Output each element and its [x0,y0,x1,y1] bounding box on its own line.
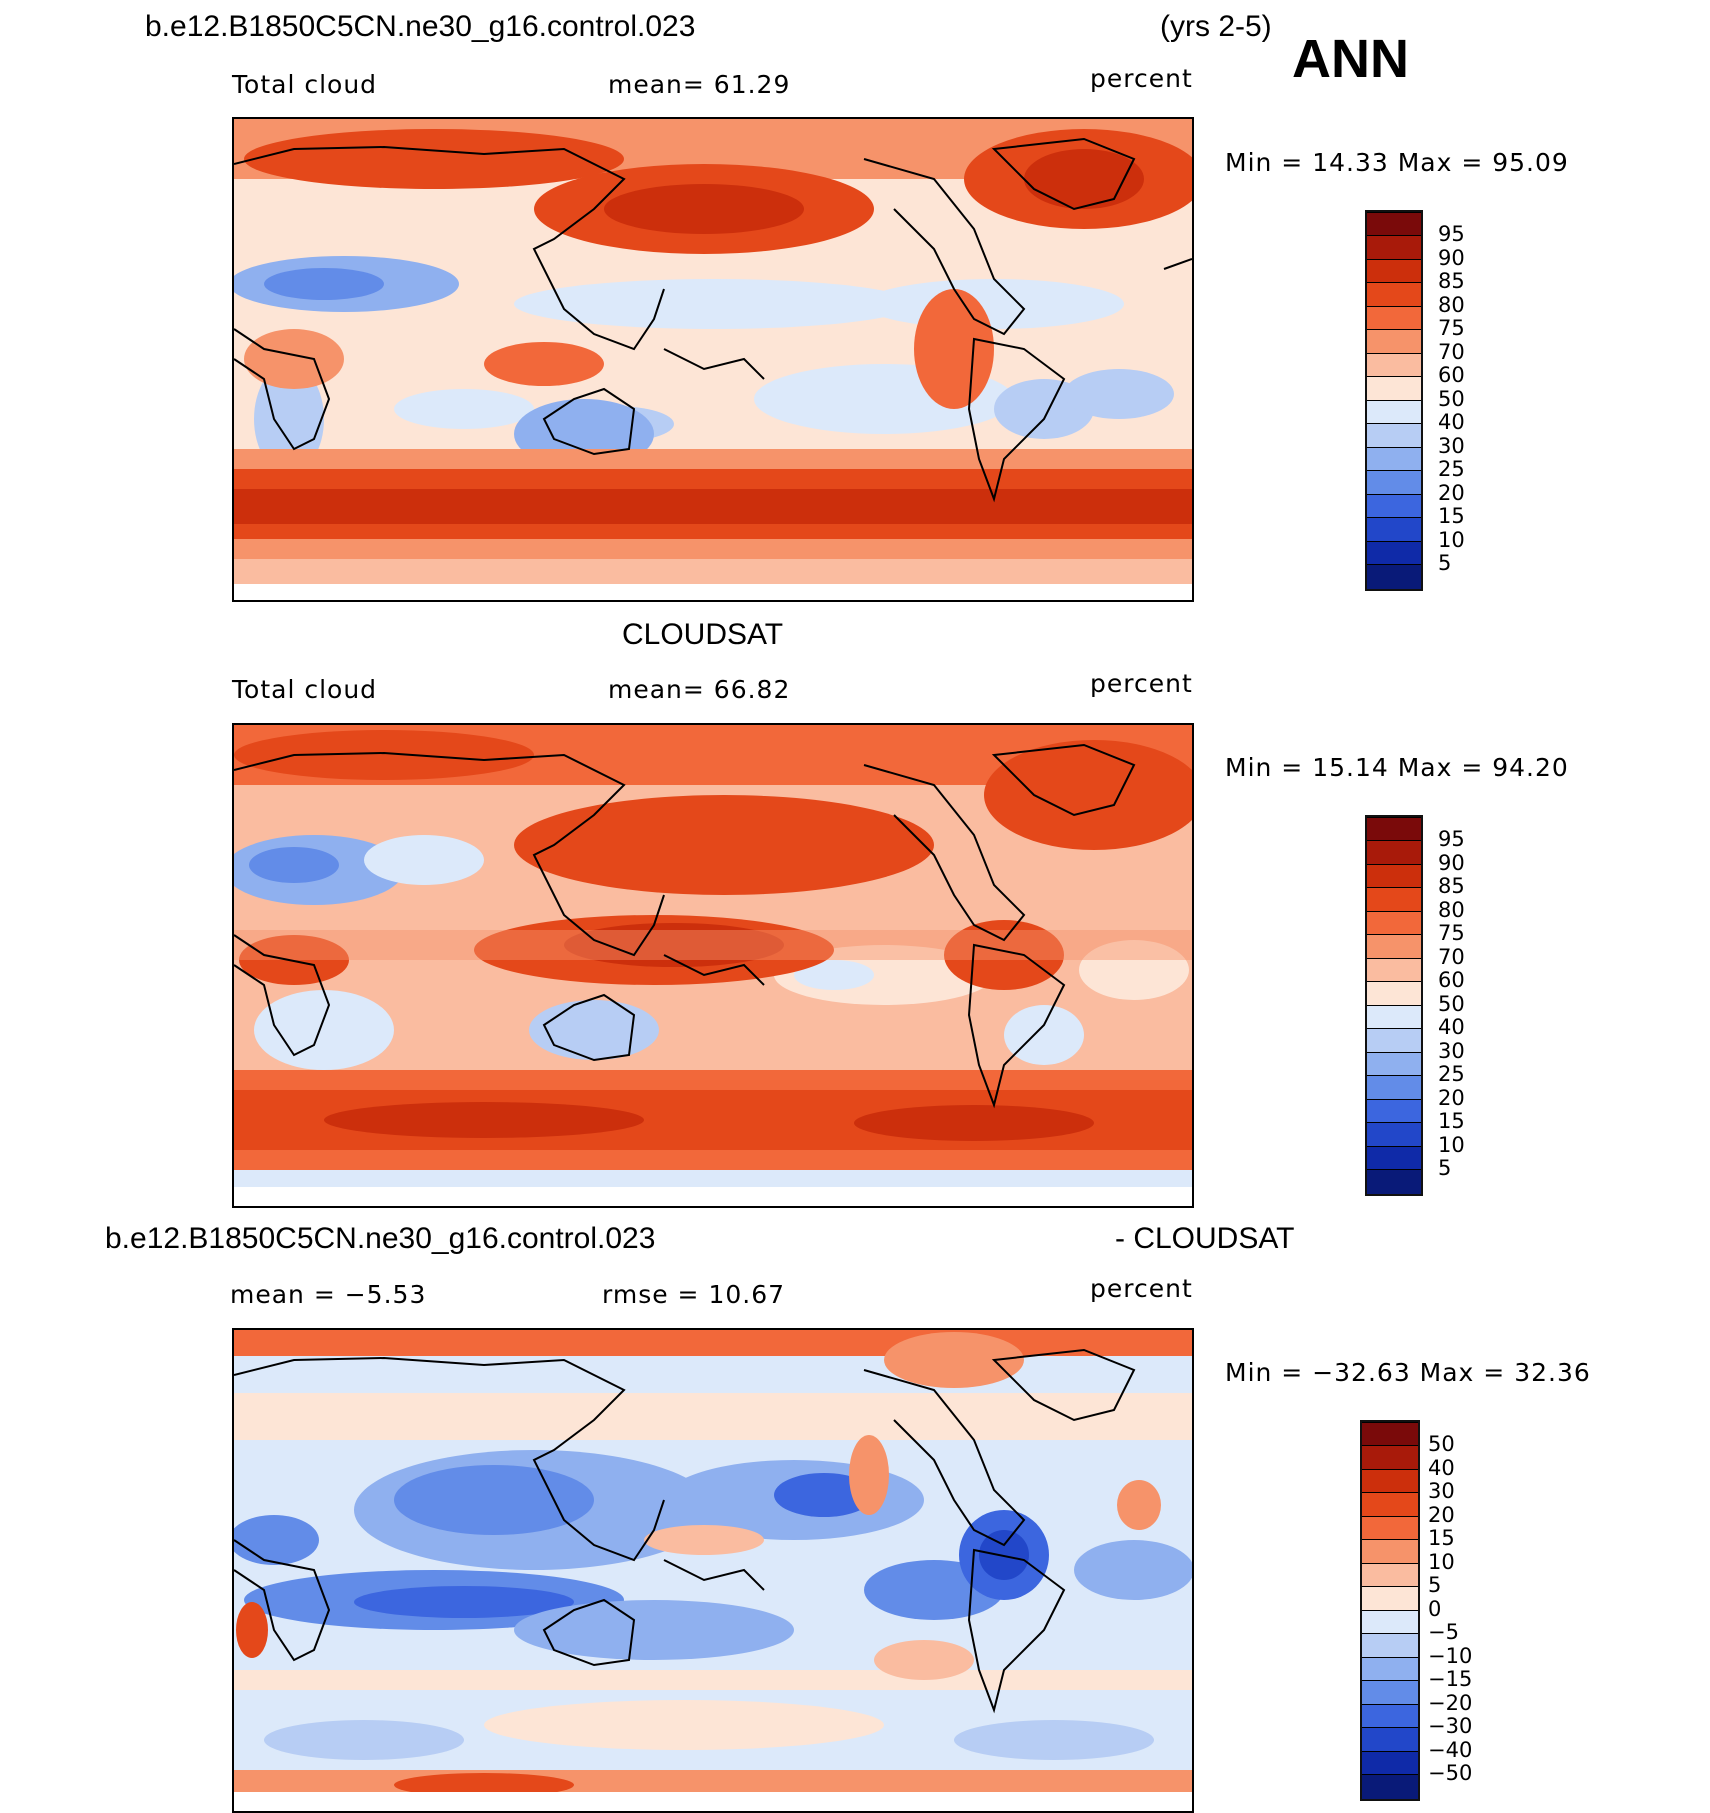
panel2-map-svg [234,725,1192,1206]
panel2-cbar-label: 40 [1438,1015,1465,1039]
panel3-cbar-label: −20 [1428,1691,1473,1715]
panel3-cbar-label: 20 [1428,1503,1455,1527]
panel3-cbar-label: 15 [1428,1526,1455,1550]
panel1-cbar-label: 90 [1438,246,1465,270]
panel2-cbar-label: 75 [1438,921,1465,945]
panel2-cbar-label: 90 [1438,851,1465,875]
panel3-cbar-label: −50 [1428,1761,1473,1785]
panel2-cbar-label: 60 [1438,968,1465,992]
panel3-cbar-label: −5 [1428,1620,1459,1644]
panel3-cbar-label: 10 [1428,1550,1455,1574]
panel2-cbar-label: 15 [1438,1109,1465,1133]
panel1-cbar-label: 75 [1438,316,1465,340]
panel3-colorbar [1360,1420,1420,1801]
season-label: ANN [1292,29,1409,89]
panel1-cbar-label: 80 [1438,293,1465,317]
panel2-minmax: Min = 15.14 Max = 94.20 [1225,753,1569,782]
panel3-map-svg [234,1330,1192,1811]
panel1-cbar-label: 25 [1438,457,1465,481]
panel1-cbar-label: 30 [1438,434,1465,458]
panel1-colorbar [1365,210,1423,591]
years-label: (yrs 2-5) [1160,10,1272,43]
panel1-mean-label: mean= 61.29 [608,70,791,99]
panel1-cbar-label: 5 [1438,551,1452,575]
panel3-cbar-label: −40 [1428,1738,1473,1762]
panel2-cbar-label: 25 [1438,1062,1465,1086]
panel1-map [232,117,1194,602]
panel3-cbar-label: −15 [1428,1667,1473,1691]
panel1-cbar-label: 15 [1438,504,1465,528]
panel3-cbar-label: 0 [1428,1597,1442,1621]
panel1-units: percent [1090,64,1193,93]
panel3-minmax: Min = −32.63 Max = 32.36 [1225,1358,1591,1387]
panel1-cbar-label: 60 [1438,363,1465,387]
panel1-cbar-label: 95 [1438,222,1465,246]
panel1-cbar-label: 50 [1438,387,1465,411]
panel2-cbar-label: 30 [1438,1039,1465,1063]
panel2-colorbar [1365,815,1423,1196]
panel1-minmax: Min = 14.33 Max = 95.09 [1225,148,1569,177]
panel1-cbar-label: 40 [1438,410,1465,434]
panel2-cbar-label: 80 [1438,898,1465,922]
panel2-cbar-label: 95 [1438,827,1465,851]
panel1-cbar-label: 70 [1438,340,1465,364]
panel2-cbar-label: 20 [1438,1086,1465,1110]
panel1-map-svg [234,119,1192,600]
panel3-map [232,1328,1194,1813]
panel3-rmse-label: rmse = 10.67 [602,1280,786,1309]
panel3-coastlines [234,1348,1136,1714]
panel2-units: percent [1090,669,1193,698]
panel1-cbar-label: 10 [1438,528,1465,552]
panel3-title-right: - CLOUDSAT [1115,1222,1295,1255]
panel2-mean-label: mean= 66.82 [608,675,791,704]
panel2-title: CLOUDSAT [622,618,784,651]
panel3-cbar-label: 50 [1428,1432,1455,1456]
panel2-cbar-label: 85 [1438,874,1465,898]
panel2-variable-label: Total cloud [232,675,378,704]
panel3-cbar-label: 5 [1428,1573,1442,1597]
panel1-variable-label: Total cloud [232,70,378,99]
panel2-coastlines [234,743,1136,1109]
panel3-cbar-label: 30 [1428,1479,1455,1503]
panel1-coastlines [234,137,1192,503]
panel2-cbar-label: 70 [1438,945,1465,969]
panel2-cbar-label: 50 [1438,992,1465,1016]
panel3-arctic-band [234,1330,1192,1356]
panel3-cbar-label: −10 [1428,1644,1473,1668]
panel1-cbar-label: 85 [1438,269,1465,293]
panel2-cbar-label: 5 [1438,1156,1452,1180]
panel2-map [232,723,1194,1208]
panel3-units: percent [1090,1274,1193,1303]
panel3-cbar-label: 40 [1428,1456,1455,1480]
case-title: b.e12.B1850C5CN.ne30_g16.control.023 [145,10,696,43]
panel3-mean-label: mean = −5.53 [230,1280,427,1309]
panel2-cbar-label: 10 [1438,1133,1465,1157]
panel3-title-left: b.e12.B1850C5CN.ne30_g16.control.023 [105,1222,656,1255]
panel1-cbar-label: 20 [1438,481,1465,505]
panel3-cbar-label: −30 [1428,1714,1473,1738]
